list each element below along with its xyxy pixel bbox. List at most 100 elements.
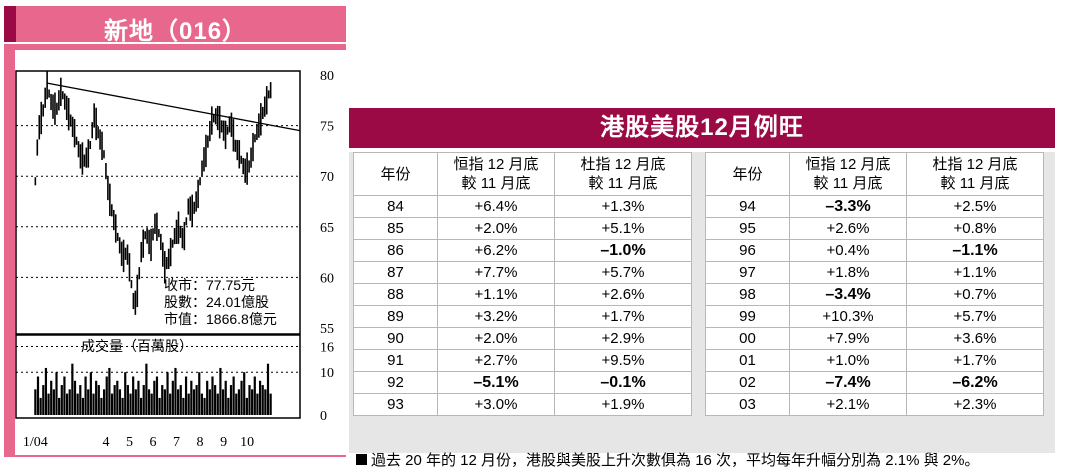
dji-cell: –1.1% [906,239,1044,262]
chart-plot-area: 80 75 70 65 60 55 收市：77.75元 股數：24.01億股 市值：186… [15,50,346,455]
dji-cell: +2.9% [554,327,692,350]
price-candles [34,70,272,315]
dji-cell: +3.6% [906,327,1044,350]
table-row: 95 +2.6% +0.8% [705,217,1044,240]
hsi-cell: +1.1% [437,283,555,306]
hsi-cell: +1.0% [789,349,907,372]
table-row: 96 +0.4% –1.1% [705,239,1044,262]
dji-cell: –6.2% [906,371,1044,394]
price-y-tick: 70 [320,170,334,185]
year-cell: 98 [705,283,790,306]
year-cell: 97 [705,261,790,284]
hsi-cell: +2.1% [789,393,907,416]
header-hsi: 恒指 12 月底 較 11 月底 [789,152,907,196]
volume-label: 成交量（百萬股） [81,338,193,354]
year-cell: 01 [705,349,790,372]
volume-bars [34,363,272,415]
x-tick: 5 [126,435,133,450]
header-hsi: 恒指 12 月底 較 11 月底 [437,152,555,196]
header-year: 年份 [705,152,790,196]
table-row: 89 +3.2% +1.7% [353,305,692,328]
dji-cell: +0.8% [906,217,1044,240]
dji-cell: +1.7% [906,349,1044,372]
hsi-cell: –7.4% [789,371,907,394]
hsi-cell: +7.7% [437,261,555,284]
hsi-cell: –3.4% [789,283,907,306]
dji-cell: +1.3% [554,195,692,218]
chart-banner [4,6,346,42]
volume-plot-border [15,334,301,419]
header-dji: 杜指 12 月底 較 11 月底 [906,152,1044,196]
volume-gridlines [16,346,300,373]
price-y-tick-labels: 80 75 70 65 60 55 [320,69,334,337]
table-row: 84 +6.4% +1.3% [353,195,692,218]
dji-cell: +5.7% [554,261,692,284]
hsi-cell: +7.9% [789,327,907,350]
table-row: 85 +2.0% +5.1% [353,217,692,240]
year-cell: 00 [705,327,790,350]
volume-y-tick: 10 [320,366,334,381]
year-cell: 93 [353,393,438,416]
header-hsi-line2: 較 11 月底 [813,175,883,192]
header-hsi-line2: 較 11 月底 [461,175,531,192]
x-tick-labels: 1/04 4 5 6 7 8 9 10 [23,435,254,450]
volume-y-tick: 16 [320,341,334,356]
footnote-text: 過去 20 年的 12 月份，港股與美股上升次數俱為 16 次，平均每年升幅分別… [371,452,980,469]
table-row: 87 +7.7% +5.7% [353,261,692,284]
x-tick: 6 [150,435,157,450]
table-header-row: 年份 恒指 12 月底 較 11 月底 杜指 12 月底 較 11 月底 [705,152,1044,196]
table-row: 01 +1.0% +1.7% [705,349,1044,372]
dji-cell: +2.5% [906,195,1044,218]
year-cell: 86 [353,239,438,262]
table-header-row: 年份 恒指 12 月底 較 11 月底 杜指 12 月底 較 11 月底 [353,152,692,196]
trend-line [46,82,301,132]
x-tick: 8 [197,435,204,450]
hsi-cell: +3.0% [437,393,555,416]
table-row: 92 –5.1% –0.1% [353,371,692,394]
stock-chart-panel: 新地（016） 80 75 70 65 60 55 收市：77.75元 股數：24.01億… [0,0,348,457]
table-title: 港股美股12月例旺 [600,114,804,141]
hsi-cell: +3.2% [437,305,555,328]
hsi-cell: +2.0% [437,327,555,350]
price-plot-border [15,70,301,335]
year-cell: 94 [705,195,790,218]
dji-cell: +5.7% [906,305,1044,328]
year-cell: 02 [705,371,790,394]
info-market-cap: 市值：1866.8億元 [164,311,277,327]
chart-title: 新地（016） [104,18,248,45]
dji-cell: +1.9% [554,393,692,416]
seasonality-table-panel: 港股美股12月例旺 年份 恒指 12 月底 較 11 月底 杜指 12 月底 較… [349,108,1055,469]
table-row: 88 +1.1% +2.6% [353,283,692,306]
price-y-tick: 80 [320,69,334,84]
table-row: 90 +2.0% +2.9% [353,327,692,350]
year-cell: 90 [353,327,438,350]
header-dji-line1: 杜指 12 月底 [580,156,666,173]
table-row: 86 +6.2% –1.0% [353,239,692,262]
volume-y-tick-labels: 16 10 0 [320,341,334,424]
dji-cell: +2.3% [906,393,1044,416]
volume-y-tick: 0 [320,409,327,424]
year-cell: 88 [353,283,438,306]
hsi-cell: +2.7% [437,349,555,372]
hsi-cell: +2.0% [437,217,555,240]
header-hsi-line1: 恒指 12 月底 [805,156,891,173]
header-dji-line2: 較 11 月底 [940,175,1010,192]
hsi-cell: –5.1% [437,371,555,394]
table-row: 98 –3.4% +0.7% [705,283,1044,306]
table-row: 03 +2.1% +2.3% [705,393,1044,416]
table-row: 97 +1.8% +1.1% [705,261,1044,284]
x-tick: 1/04 [23,435,48,450]
table-row: 91 +2.7% +9.5% [353,349,692,372]
returns-table-left: 年份 恒指 12 月底 較 11 月底 杜指 12 月底 較 11 月底 84 +… [353,152,692,416]
hsi-cell: +6.4% [437,195,555,218]
x-tick: 4 [102,435,109,450]
year-cell: 92 [353,371,438,394]
hsi-cell: +6.2% [437,239,555,262]
table-row: 99 +10.3% +5.7% [705,305,1044,328]
info-shares: 股數：24.01億股 [164,294,269,310]
x-tick: 7 [173,435,180,450]
returns-table-right: 年份 恒指 12 月底 較 11 月底 杜指 12 月底 較 11 月底 94 –… [705,152,1044,416]
square-bullet-icon [356,454,367,465]
year-cell: 96 [705,239,790,262]
